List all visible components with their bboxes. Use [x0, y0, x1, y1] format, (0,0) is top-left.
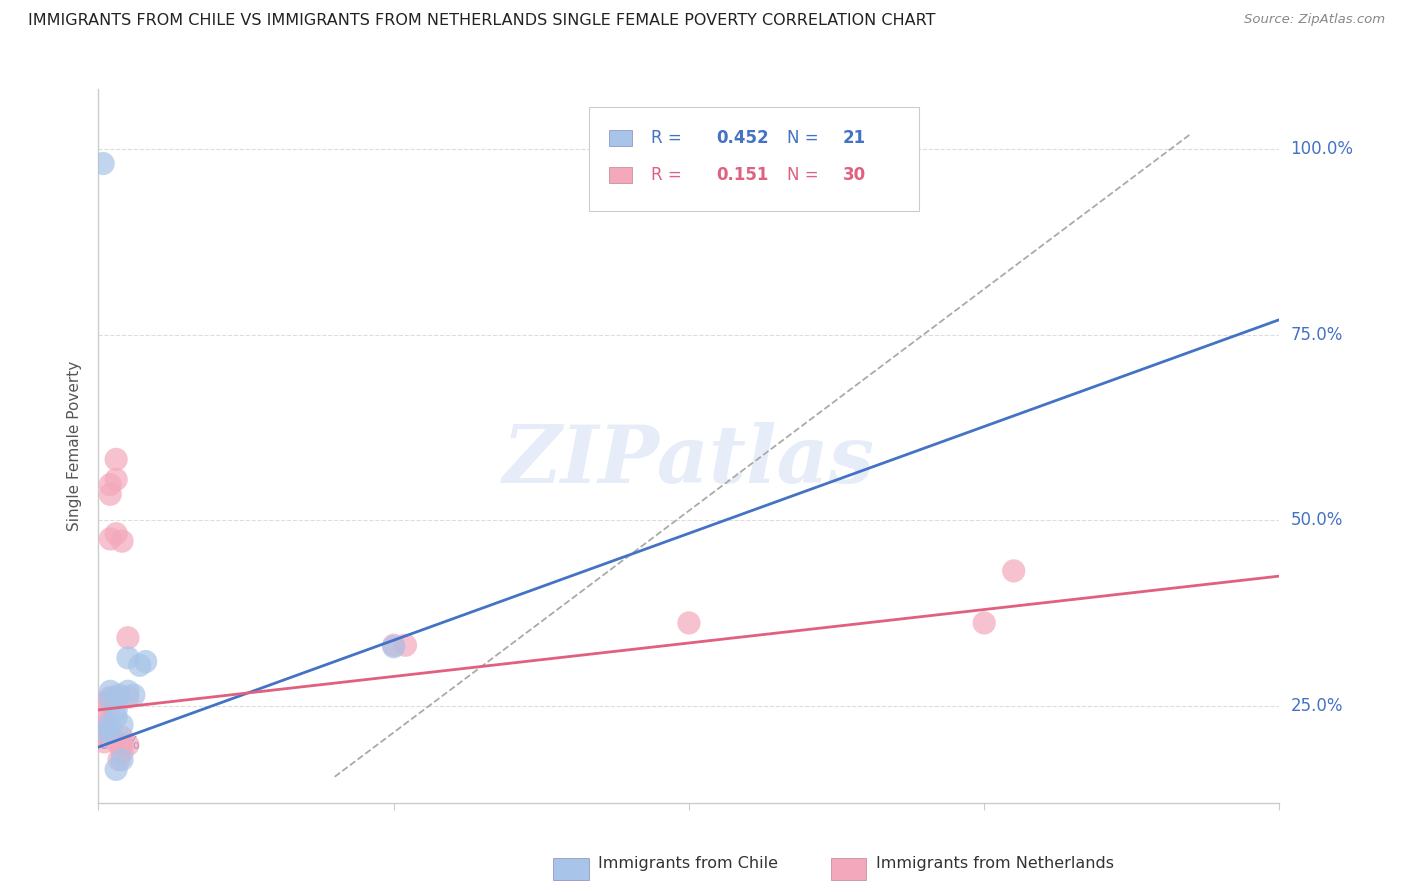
Point: [122, 812, 145, 826]
Point: [96, 725, 118, 739]
Point: [90, 710, 112, 724]
Point: [825, 849, 848, 863]
Point: [117, 690, 139, 705]
Point: [678, 847, 700, 862]
Point: [98, 717, 121, 731]
Point: [382, 640, 405, 654]
Text: N =: N =: [787, 128, 824, 146]
Text: 50.0%: 50.0%: [1291, 511, 1343, 529]
Point: [98, 487, 121, 501]
Point: [1002, 564, 1025, 578]
Point: [98, 725, 121, 739]
Point: [93, 696, 115, 710]
Point: [382, 638, 405, 652]
Text: IMMIGRANTS FROM CHILE VS IMMIGRANTS FROM NETHERLANDS SINGLE FEMALE POVERTY CORRE: IMMIGRANTS FROM CHILE VS IMMIGRANTS FROM…: [28, 13, 935, 29]
Point: [117, 631, 139, 645]
Point: [111, 753, 134, 767]
Point: [98, 532, 121, 546]
Text: N =: N =: [787, 166, 824, 184]
Point: [108, 753, 131, 767]
Text: ZIPatlas: ZIPatlas: [503, 422, 875, 499]
Point: [98, 691, 121, 706]
Point: [117, 738, 139, 752]
Text: Immigrants from Netherlands: Immigrants from Netherlands: [876, 856, 1114, 871]
Point: [93, 727, 115, 741]
Point: [98, 698, 121, 712]
Text: 0.0%: 0.0%: [98, 735, 141, 753]
FancyBboxPatch shape: [589, 107, 920, 211]
Point: [117, 684, 139, 698]
Point: [105, 526, 128, 541]
Point: [128, 658, 150, 673]
Text: 21: 21: [842, 128, 866, 146]
Point: [105, 473, 128, 487]
Point: [394, 638, 416, 652]
Point: [122, 812, 145, 826]
FancyBboxPatch shape: [831, 858, 866, 880]
Text: 30: 30: [842, 166, 866, 184]
Point: [105, 703, 128, 717]
Point: [98, 684, 121, 698]
Point: [91, 156, 114, 170]
Point: [117, 651, 139, 665]
Point: [135, 655, 157, 669]
Text: Immigrants from Chile: Immigrants from Chile: [598, 856, 778, 871]
Point: [678, 615, 700, 630]
Point: [93, 735, 115, 749]
Point: [737, 847, 759, 862]
Text: 25.0%: 25.0%: [1291, 698, 1343, 715]
Text: 0.151: 0.151: [716, 166, 769, 184]
Text: 0.452: 0.452: [716, 128, 769, 146]
Point: [122, 688, 145, 702]
Text: 75.0%: 75.0%: [1291, 326, 1343, 343]
FancyBboxPatch shape: [609, 130, 633, 145]
Text: Source: ZipAtlas.com: Source: ZipAtlas.com: [1244, 13, 1385, 27]
Point: [973, 615, 995, 630]
Text: R =: R =: [651, 166, 692, 184]
Point: [111, 717, 134, 731]
Text: 100.0%: 100.0%: [1291, 140, 1354, 158]
Point: [105, 762, 128, 776]
FancyBboxPatch shape: [609, 167, 633, 183]
FancyBboxPatch shape: [553, 858, 589, 880]
Point: [98, 690, 121, 705]
Point: [93, 717, 115, 731]
Point: [111, 745, 134, 759]
Point: [111, 731, 134, 745]
Point: [105, 710, 128, 724]
Text: R =: R =: [651, 128, 688, 146]
Point: [105, 452, 128, 467]
Y-axis label: Single Female Poverty: Single Female Poverty: [67, 361, 83, 531]
Point: [105, 735, 128, 749]
Point: [111, 738, 134, 752]
Point: [105, 690, 128, 705]
Point: [98, 477, 121, 491]
Point: [108, 688, 131, 702]
Point: [111, 534, 134, 549]
